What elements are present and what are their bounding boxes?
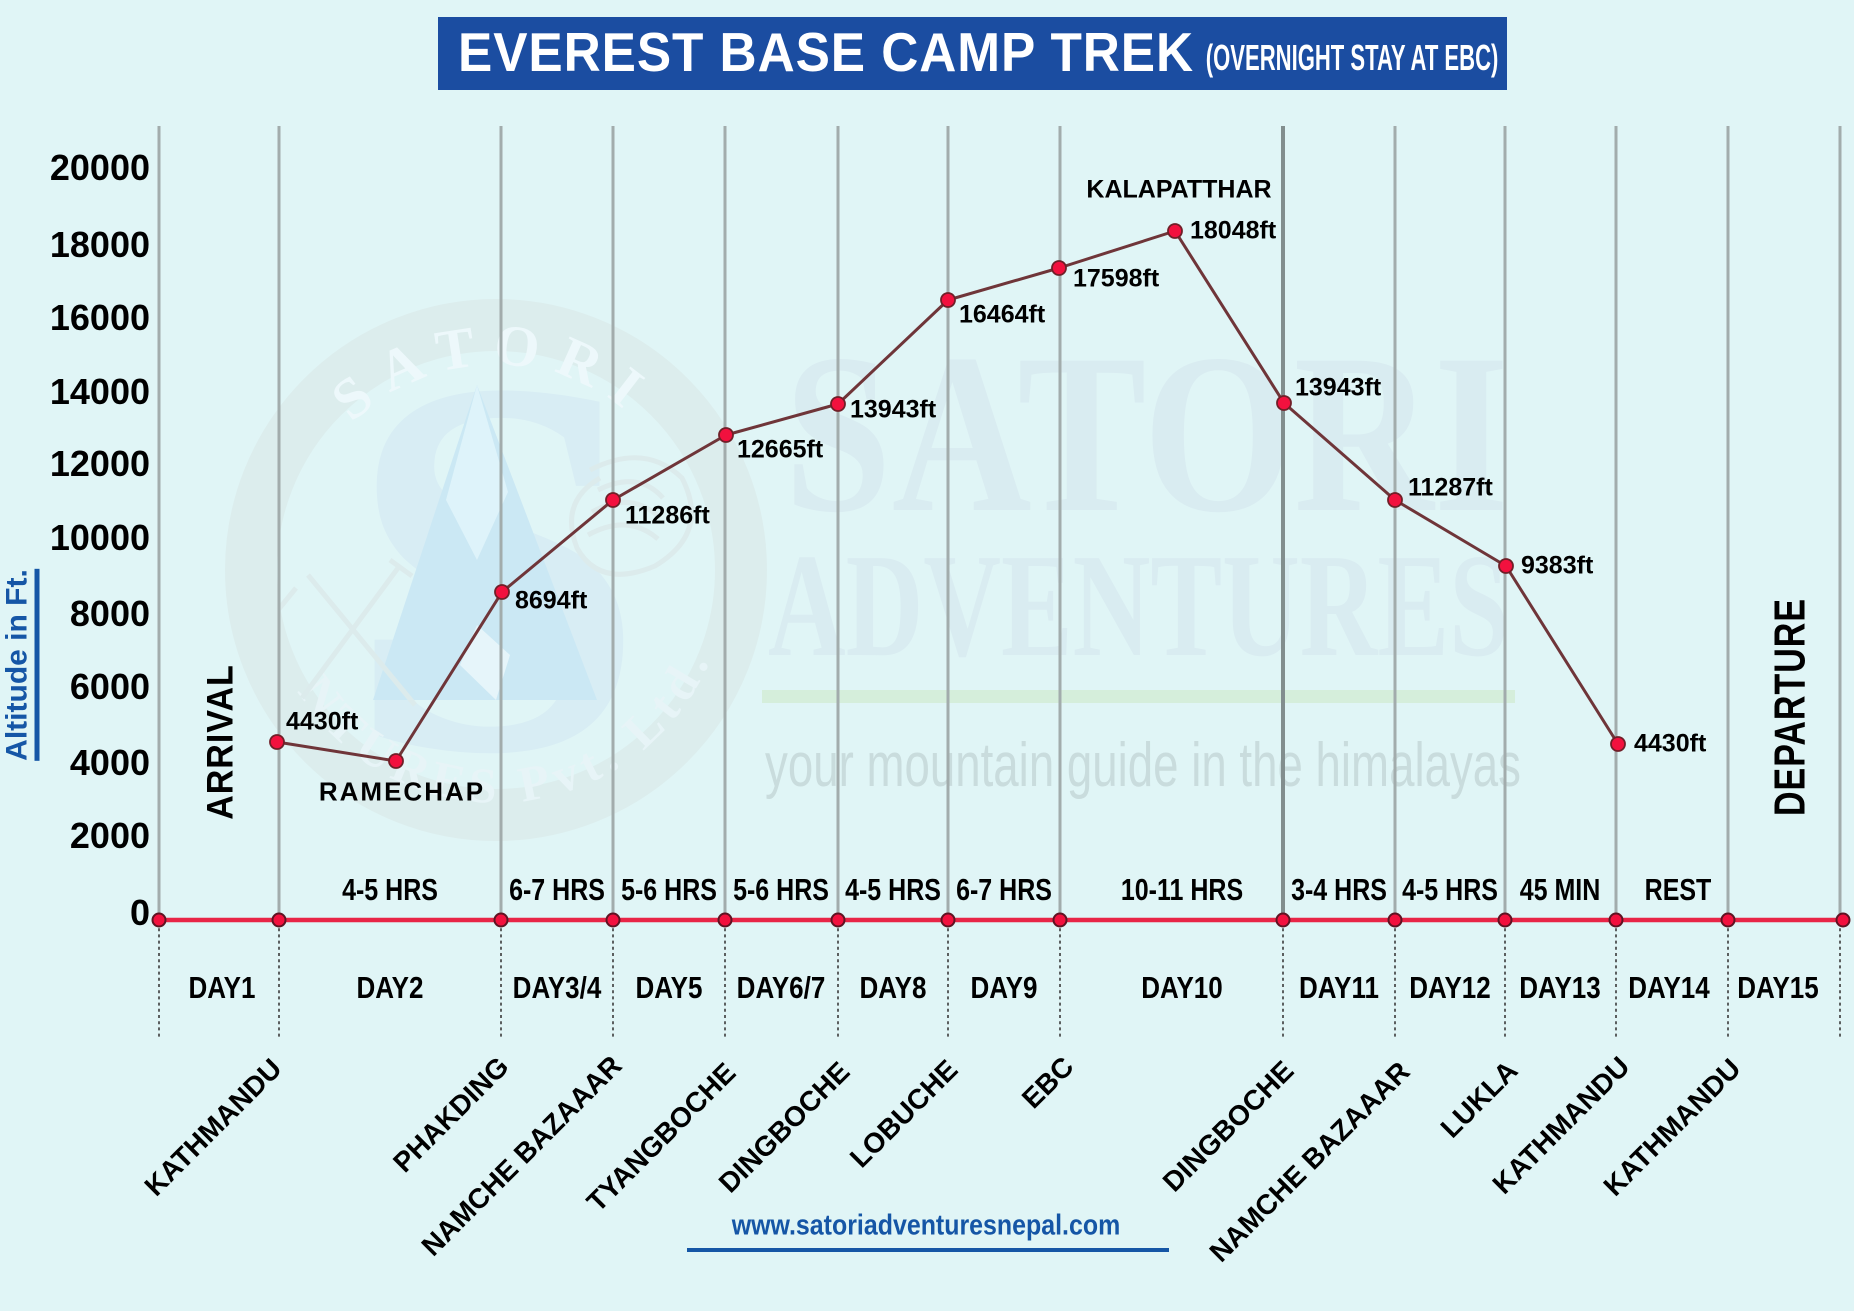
- svg-text:ADVENTURES: ADVENTURES: [768, 524, 1509, 688]
- svg-text:SATORI: SATORI: [784, 308, 1509, 560]
- svg-text:your mountain guide in the him: your mountain guide in the himalayas: [765, 731, 1521, 800]
